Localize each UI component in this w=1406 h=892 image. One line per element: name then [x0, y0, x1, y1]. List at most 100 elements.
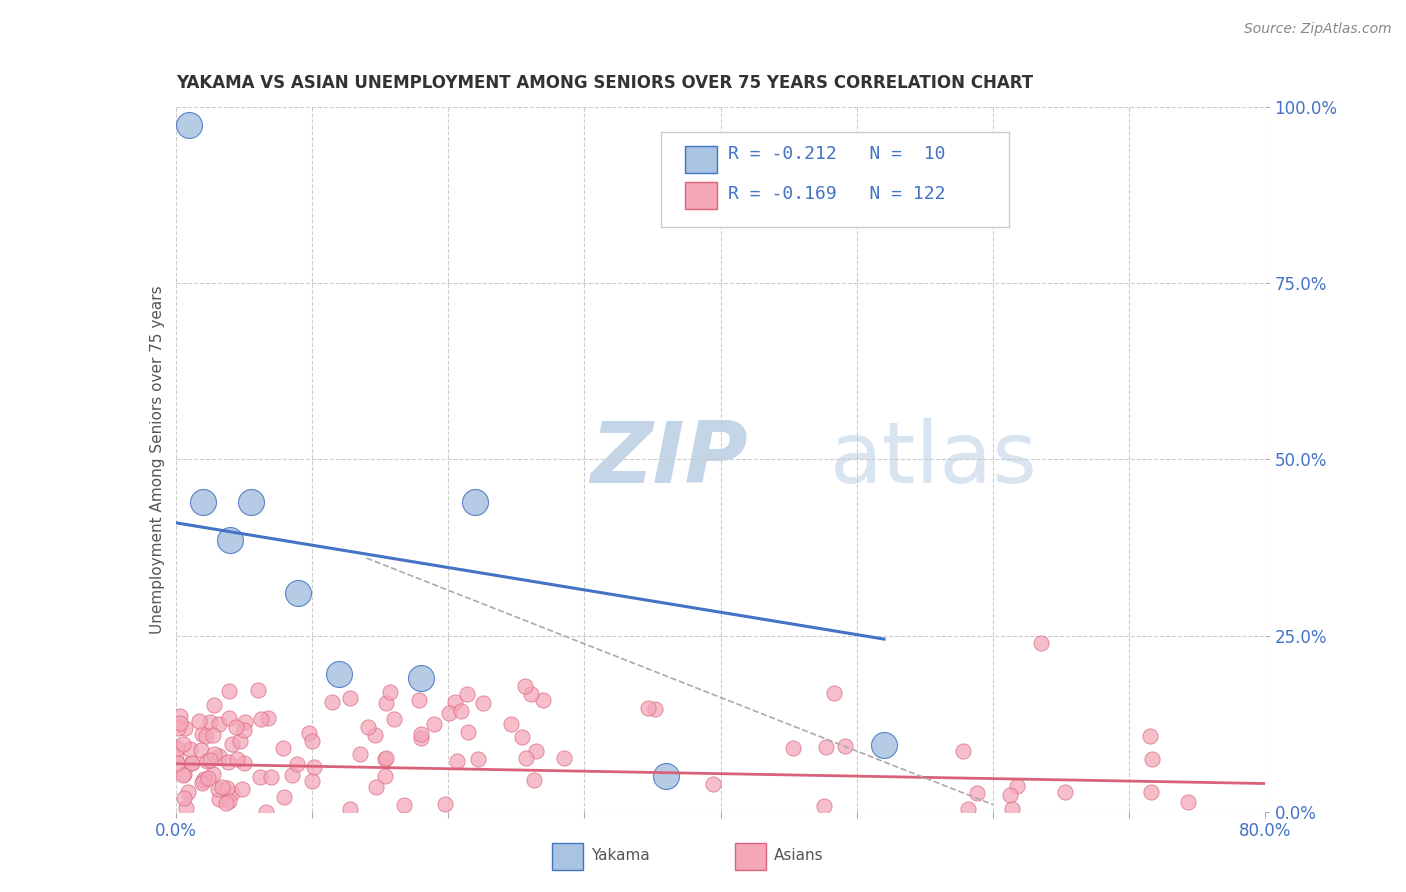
- Point: [225, 720, 247, 734]
- Point: [515, 751, 537, 765]
- Point: [1029, 635, 1052, 649]
- Point: [207, 782, 229, 797]
- Point: [378, 685, 401, 699]
- Point: [217, 780, 239, 795]
- Point: [375, 751, 398, 765]
- Point: [202, 698, 225, 713]
- Point: [526, 744, 548, 758]
- Point: [374, 697, 396, 711]
- Point: [173, 790, 195, 805]
- Point: [172, 768, 194, 782]
- Point: [193, 772, 215, 786]
- Point: [1140, 785, 1163, 799]
- Point: [702, 777, 724, 791]
- Point: [200, 753, 222, 767]
- Point: [179, 742, 201, 756]
- Point: [202, 747, 225, 762]
- Point: [287, 586, 309, 600]
- Point: [201, 767, 224, 781]
- Point: [553, 751, 575, 765]
- Point: [443, 695, 465, 709]
- Point: [208, 748, 231, 763]
- Point: [257, 711, 280, 725]
- Point: [392, 798, 415, 813]
- Point: [966, 786, 988, 800]
- Point: [655, 769, 678, 784]
- Point: [423, 716, 446, 731]
- Point: [1177, 795, 1199, 809]
- Point: [374, 769, 396, 783]
- Point: [211, 780, 233, 794]
- Point: [215, 796, 238, 810]
- Point: [366, 780, 388, 794]
- Point: [218, 683, 240, 698]
- Point: [273, 789, 295, 804]
- Point: [221, 786, 243, 800]
- Point: [250, 712, 273, 726]
- Point: [382, 712, 405, 726]
- Point: [221, 737, 243, 751]
- Point: [190, 726, 212, 740]
- Point: [523, 773, 546, 788]
- Point: [408, 692, 430, 706]
- Point: [446, 754, 468, 768]
- Point: [637, 701, 659, 715]
- Point: [339, 691, 361, 706]
- Point: [471, 697, 494, 711]
- Point: [952, 744, 974, 758]
- Point: [180, 756, 202, 771]
- Text: R = -0.169   N = 122: R = -0.169 N = 122: [728, 185, 946, 202]
- Point: [409, 726, 432, 740]
- Point: [219, 533, 242, 548]
- Point: [231, 782, 253, 797]
- Text: YAKAMA VS ASIAN UNEMPLOYMENT AMONG SENIORS OVER 75 YEARS CORRELATION CHART: YAKAMA VS ASIAN UNEMPLOYMENT AMONG SENIO…: [176, 74, 1033, 92]
- Point: [464, 494, 486, 508]
- Text: Asians: Asians: [773, 848, 824, 863]
- Point: [169, 708, 191, 723]
- Point: [173, 767, 195, 781]
- Point: [1054, 785, 1077, 799]
- FancyBboxPatch shape: [661, 132, 1010, 227]
- Point: [957, 802, 980, 816]
- Point: [328, 667, 350, 681]
- Point: [174, 800, 197, 814]
- Point: [321, 695, 343, 709]
- Text: Source: ZipAtlas.com: Source: ZipAtlas.com: [1244, 22, 1392, 37]
- FancyBboxPatch shape: [685, 145, 717, 172]
- Point: [260, 770, 283, 784]
- Point: [813, 799, 835, 814]
- Point: [301, 773, 323, 788]
- Point: [456, 687, 478, 701]
- Point: [179, 118, 201, 132]
- Point: [998, 788, 1021, 802]
- Point: [254, 805, 277, 819]
- Point: [208, 717, 231, 731]
- Point: [177, 785, 200, 799]
- Point: [510, 731, 533, 745]
- Point: [218, 794, 240, 808]
- Point: [356, 719, 378, 733]
- Point: [232, 723, 254, 738]
- Point: [285, 757, 308, 772]
- Point: [198, 714, 221, 729]
- Point: [235, 714, 257, 729]
- Point: [644, 702, 666, 716]
- Point: [190, 743, 212, 757]
- Point: [873, 738, 896, 752]
- Point: [457, 725, 479, 739]
- Point: [208, 792, 231, 806]
- Point: [273, 740, 295, 755]
- Point: [374, 752, 396, 766]
- Point: [191, 494, 214, 508]
- Point: [188, 714, 211, 729]
- Point: [165, 748, 187, 763]
- Y-axis label: Unemployment Among Seniors over 75 years: Unemployment Among Seniors over 75 years: [149, 285, 165, 633]
- Point: [281, 768, 304, 782]
- Point: [226, 752, 249, 766]
- Point: [217, 755, 239, 769]
- Point: [232, 756, 254, 770]
- Point: [239, 494, 262, 508]
- Point: [834, 739, 856, 753]
- Text: atlas: atlas: [830, 417, 1038, 501]
- Point: [782, 741, 804, 756]
